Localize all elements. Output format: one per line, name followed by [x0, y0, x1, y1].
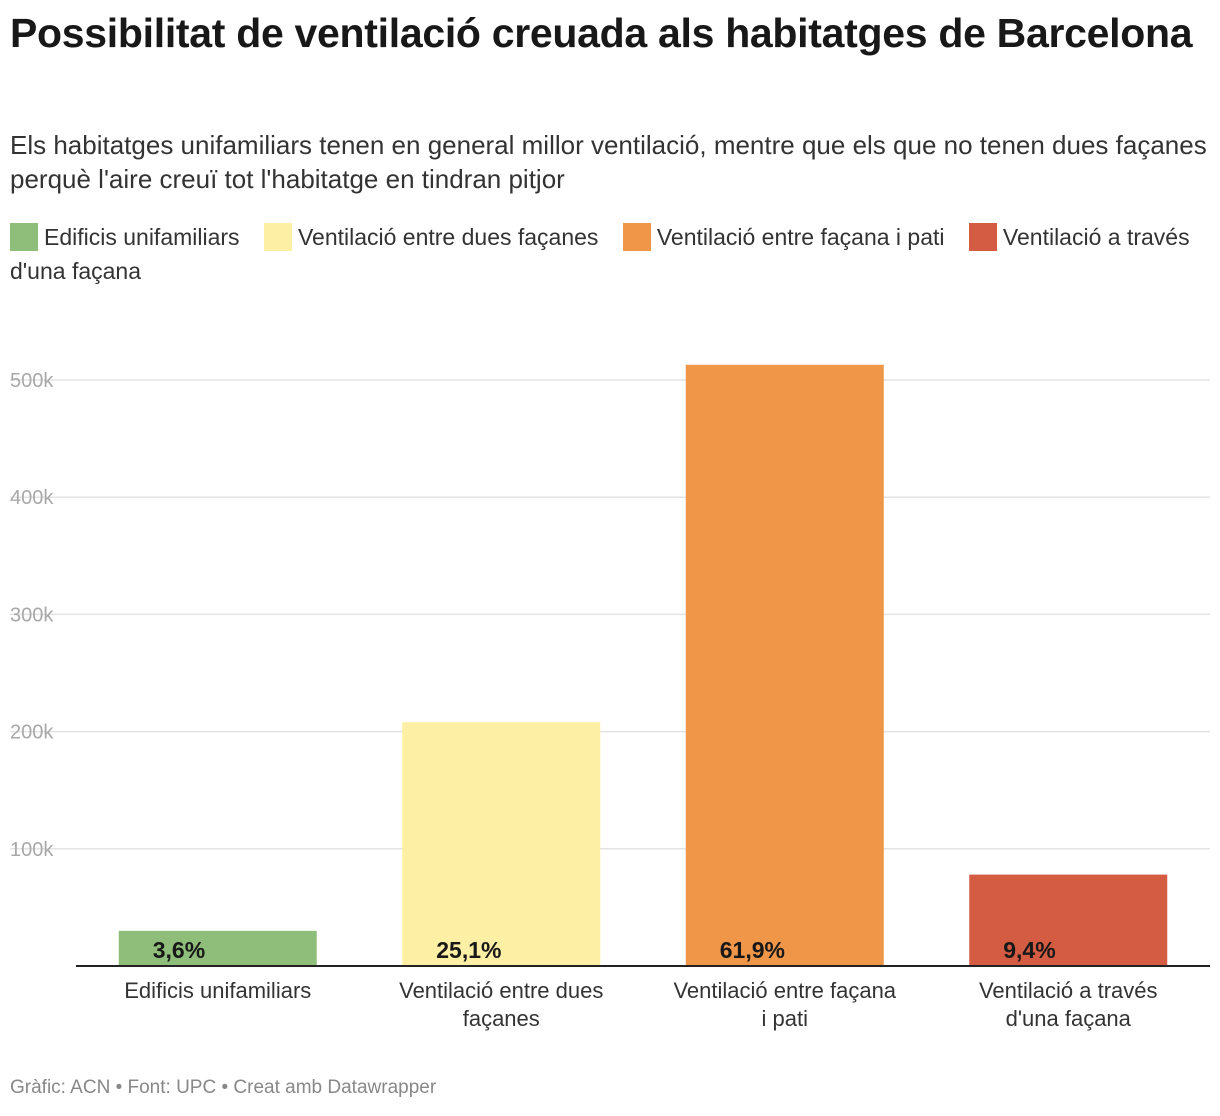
chart-title: Possibilitat de ventilació creuada als h…: [10, 10, 1193, 56]
x-tick-label: d'una façana: [1006, 1006, 1132, 1031]
bar: [402, 722, 601, 966]
chart-subtitle: Els habitatges unifamiliars tenen en gen…: [10, 130, 1207, 194]
data-label: 9,4%: [1003, 937, 1055, 963]
data-label: 61,9%: [720, 937, 785, 963]
bar: [969, 874, 1168, 966]
data-label: 25,1%: [436, 937, 501, 963]
legend-label: Edificis unifamiliars: [44, 224, 240, 250]
y-tick-label: 500k: [10, 370, 54, 392]
legend-item-dues-facanes: Ventilació entre dues façanes: [263, 223, 599, 251]
x-tick-label: façanes: [463, 1006, 540, 1031]
x-tick-label: Ventilació entre dues: [399, 978, 603, 1003]
x-tick-label: Ventilació entre façana: [673, 978, 896, 1003]
legend-label: Ventilació entre dues façanes: [297, 224, 599, 250]
legend-label: Ventilació a través d'una façana: [10, 224, 1190, 284]
legend-item-unifamiliars: Edificis unifamiliars: [10, 223, 240, 251]
y-tick-label: 200k: [10, 722, 54, 744]
bar: [118, 930, 317, 966]
data-label: 3,6%: [153, 937, 205, 963]
y-tick-label: 100k: [10, 839, 54, 861]
legend-swatch: [263, 223, 292, 251]
x-tick-label: Ventilació a través: [979, 978, 1158, 1003]
x-tick-label: Edificis unifamiliars: [124, 978, 311, 1003]
legend-label: Ventilació entre façana i pati: [656, 224, 945, 250]
x-tick-label: i pati: [762, 1006, 808, 1031]
legend: Edificis unifamiliars Ventilació entre d…: [10, 220, 1210, 288]
legend-swatch: [968, 223, 997, 251]
y-tick-label: 400k: [10, 487, 54, 509]
legend-swatch: [622, 223, 651, 251]
legend-swatch: [10, 223, 38, 251]
bar: [685, 364, 884, 966]
legend-item-una-facana: Ventilació a través d'una façana: [10, 223, 1190, 284]
legend-item-facana-pati: Ventilació entre façana i pati: [622, 223, 945, 251]
y-tick-label: 300k: [10, 604, 54, 626]
footer-credits: Gràfic: ACN • Font: UPC • Creat amb Data…: [10, 1077, 437, 1098]
